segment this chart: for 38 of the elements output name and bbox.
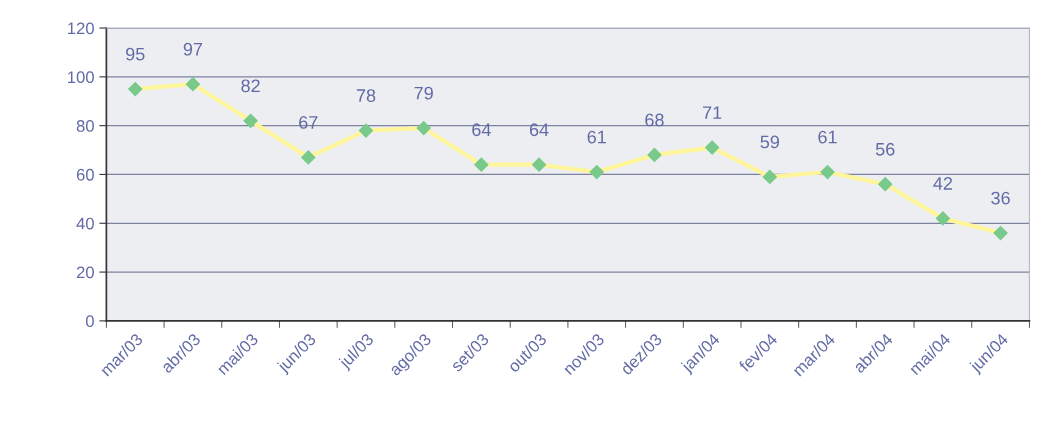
data-label: 71 <box>703 106 722 119</box>
point <box>705 140 720 155</box>
point <box>474 157 489 172</box>
data-label: 64 <box>529 123 549 137</box>
point <box>935 211 950 226</box>
y-tick-label: 60 <box>76 168 94 181</box>
point <box>878 177 893 192</box>
data-label: 68 <box>645 113 664 127</box>
data-label: 42 <box>933 177 953 190</box>
data-label: 78 <box>356 89 376 102</box>
y-tick-label: 80 <box>76 120 94 132</box>
data-label: 61 <box>818 130 837 144</box>
point <box>416 121 431 136</box>
data-label: 56 <box>875 142 895 156</box>
data-label: 64 <box>472 123 491 137</box>
data-label: 59 <box>760 135 780 149</box>
point <box>185 77 201 92</box>
y-tick-label: 100 <box>68 71 94 84</box>
point <box>762 169 777 184</box>
point <box>820 164 835 180</box>
data-label: 36 <box>991 191 1010 205</box>
y-tick-label: 120 <box>68 22 94 35</box>
y-tick-label: 20 <box>76 266 94 279</box>
data-label: 97 <box>183 42 203 56</box>
data-label: 82 <box>241 79 260 93</box>
point <box>993 225 1008 241</box>
point <box>589 164 604 180</box>
point <box>358 123 374 138</box>
y-tick-label: 0 <box>85 315 94 328</box>
y-tick-label: 40 <box>76 217 94 230</box>
point <box>647 147 662 163</box>
data-label: 61 <box>587 130 606 144</box>
point <box>531 157 547 172</box>
data-label: 95 <box>126 47 145 61</box>
point <box>128 81 143 97</box>
data-label: 79 <box>414 86 433 100</box>
point <box>301 150 316 165</box>
point <box>243 113 258 128</box>
